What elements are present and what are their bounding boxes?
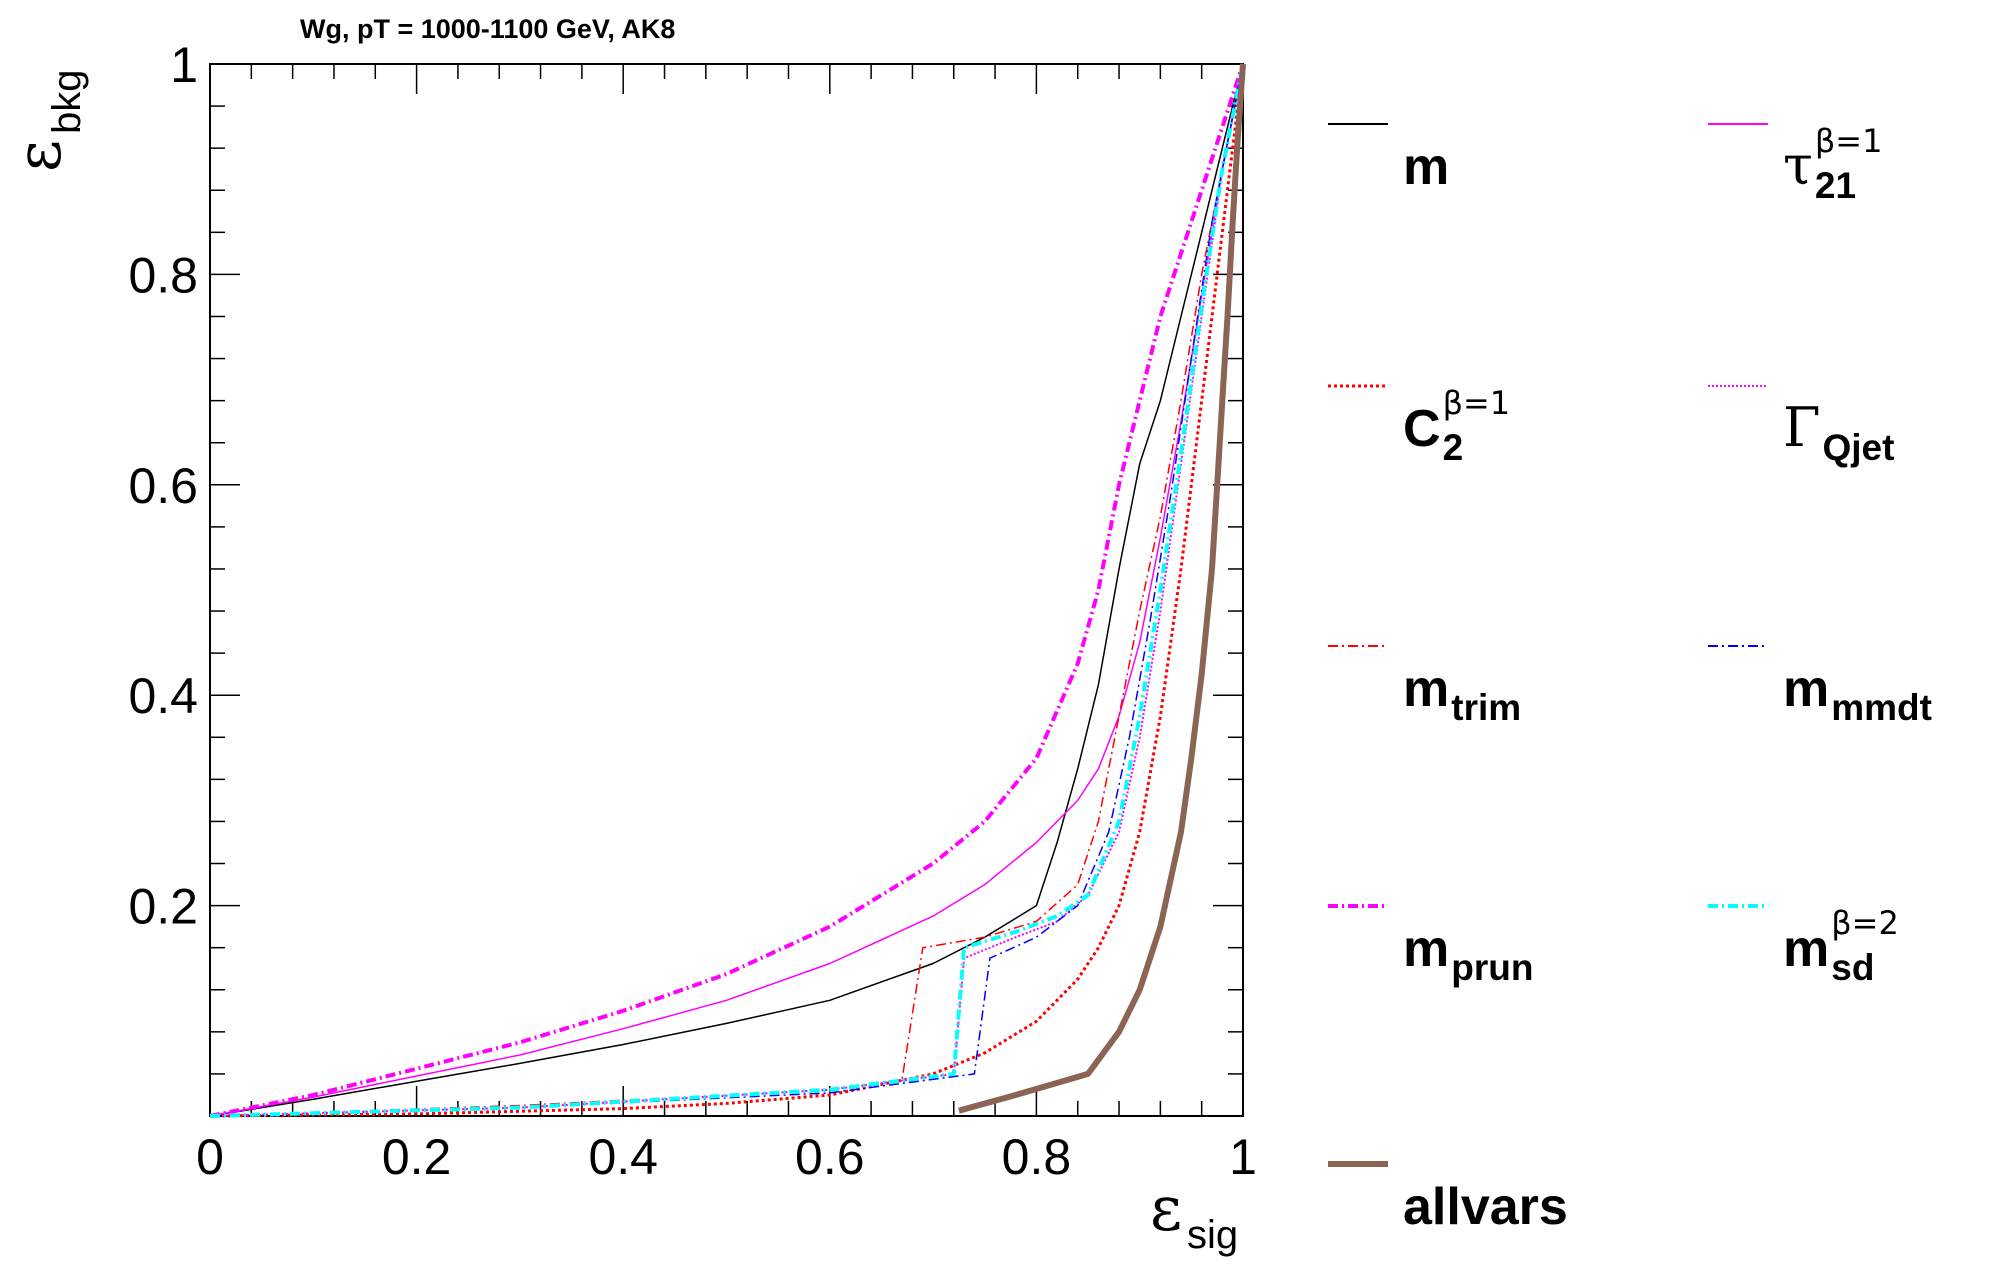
curve-allvars (958, 63, 1246, 1114)
y-tick-label: 1 (170, 37, 198, 93)
legend-label-gamma: Γ (1783, 396, 1820, 459)
curve-gamma (209, 63, 1244, 1117)
curve-c2 (209, 63, 1245, 1118)
legend-entry-mmmdt: m mmdt (1708, 645, 1932, 728)
legend-label-c2: C (1403, 400, 1441, 458)
chart-title: Wg, pT = 1000-1100 GeV, AK8 (300, 14, 675, 44)
x-tick-label: 0.2 (382, 1129, 452, 1185)
legend-label-allvars: allvars (1403, 1178, 1568, 1236)
legend-label-msd: m (1783, 920, 1829, 978)
legend-entry-msd: m β=2 sd (1708, 904, 1899, 988)
curve-mtrim (209, 63, 1244, 1117)
curve-mprun (209, 63, 1245, 1118)
curve-msd (209, 63, 1245, 1118)
y-axis-label: ε bkg (2, 70, 89, 173)
legend-label-sub-c2: 2 (1443, 427, 1464, 468)
curve-mmmdt (209, 63, 1244, 1117)
x-axis-label-symbol: ε (1150, 1172, 1182, 1245)
plot-frame (209, 63, 1244, 1117)
x-tick-label: 0 (196, 1129, 224, 1185)
x-axis-label-sub: sig (1187, 1213, 1238, 1257)
legend-label-mtrim: m (1403, 660, 1449, 718)
legend-label-mmmdt: m (1783, 660, 1829, 718)
legend-label-sub-mtrim: trim (1451, 687, 1521, 728)
legend-label-sub-msd: sd (1831, 947, 1874, 988)
x-tick-label: 0.4 (588, 1129, 658, 1185)
curve-tau21 (209, 63, 1244, 1117)
legend-label-sub-mmmdt: mmdt (1831, 687, 1932, 728)
legend-label-sub-tau21: 21 (1815, 165, 1856, 206)
legend-entry-tau21: τ β=1 21 (1708, 122, 1882, 206)
y-tick-label: 0.8 (128, 247, 198, 303)
x-axis-label: ε sig (1150, 1172, 1238, 1257)
x-tick-label: 0.6 (795, 1129, 865, 1185)
tick-labels: 0 0.2 0.4 0.6 0.8 1 0.2 0.4 0.6 0.8 1 (128, 37, 1256, 1185)
y-tick-label: 0.6 (128, 458, 198, 514)
legend-entry-gamma: Γ Qjet (1708, 385, 1894, 468)
legend-label-sub-mprun: prun (1451, 947, 1533, 988)
legend-label-sup-c2: β=1 (1443, 384, 1511, 422)
legend-label-m: m (1403, 138, 1449, 196)
legend-entry-allvars: allvars (1328, 1161, 1568, 1236)
axis-ticks (209, 63, 1244, 1117)
legend-entry-mprun: m prun (1328, 904, 1533, 988)
legend-entry-m: m (1328, 123, 1449, 196)
legend-label-mprun: m (1403, 920, 1449, 978)
curve-m (209, 63, 1244, 1117)
y-axis-label-sub: bkg (45, 70, 89, 135)
legend-label-sub-gamma: Qjet (1822, 427, 1894, 468)
x-tick-label: 0.8 (1002, 1129, 1072, 1185)
roc-curves (209, 63, 1246, 1118)
x-tick-label: 1 (1229, 1129, 1257, 1185)
plot-area: 0 0.2 0.4 0.6 0.8 1 0.2 0.4 0.6 0.8 1 (128, 37, 1256, 1185)
legend-label-sup-tau21: β=1 (1815, 122, 1883, 160)
y-axis-label-symbol: ε (2, 140, 75, 172)
legend-entry-mtrim: m trim (1328, 645, 1521, 728)
legend-label-sup-msd: β=2 (1831, 904, 1899, 942)
legend-label-tau21: τ (1783, 134, 1813, 197)
y-tick-label: 0.2 (128, 879, 198, 935)
y-tick-label: 0.4 (128, 668, 198, 724)
